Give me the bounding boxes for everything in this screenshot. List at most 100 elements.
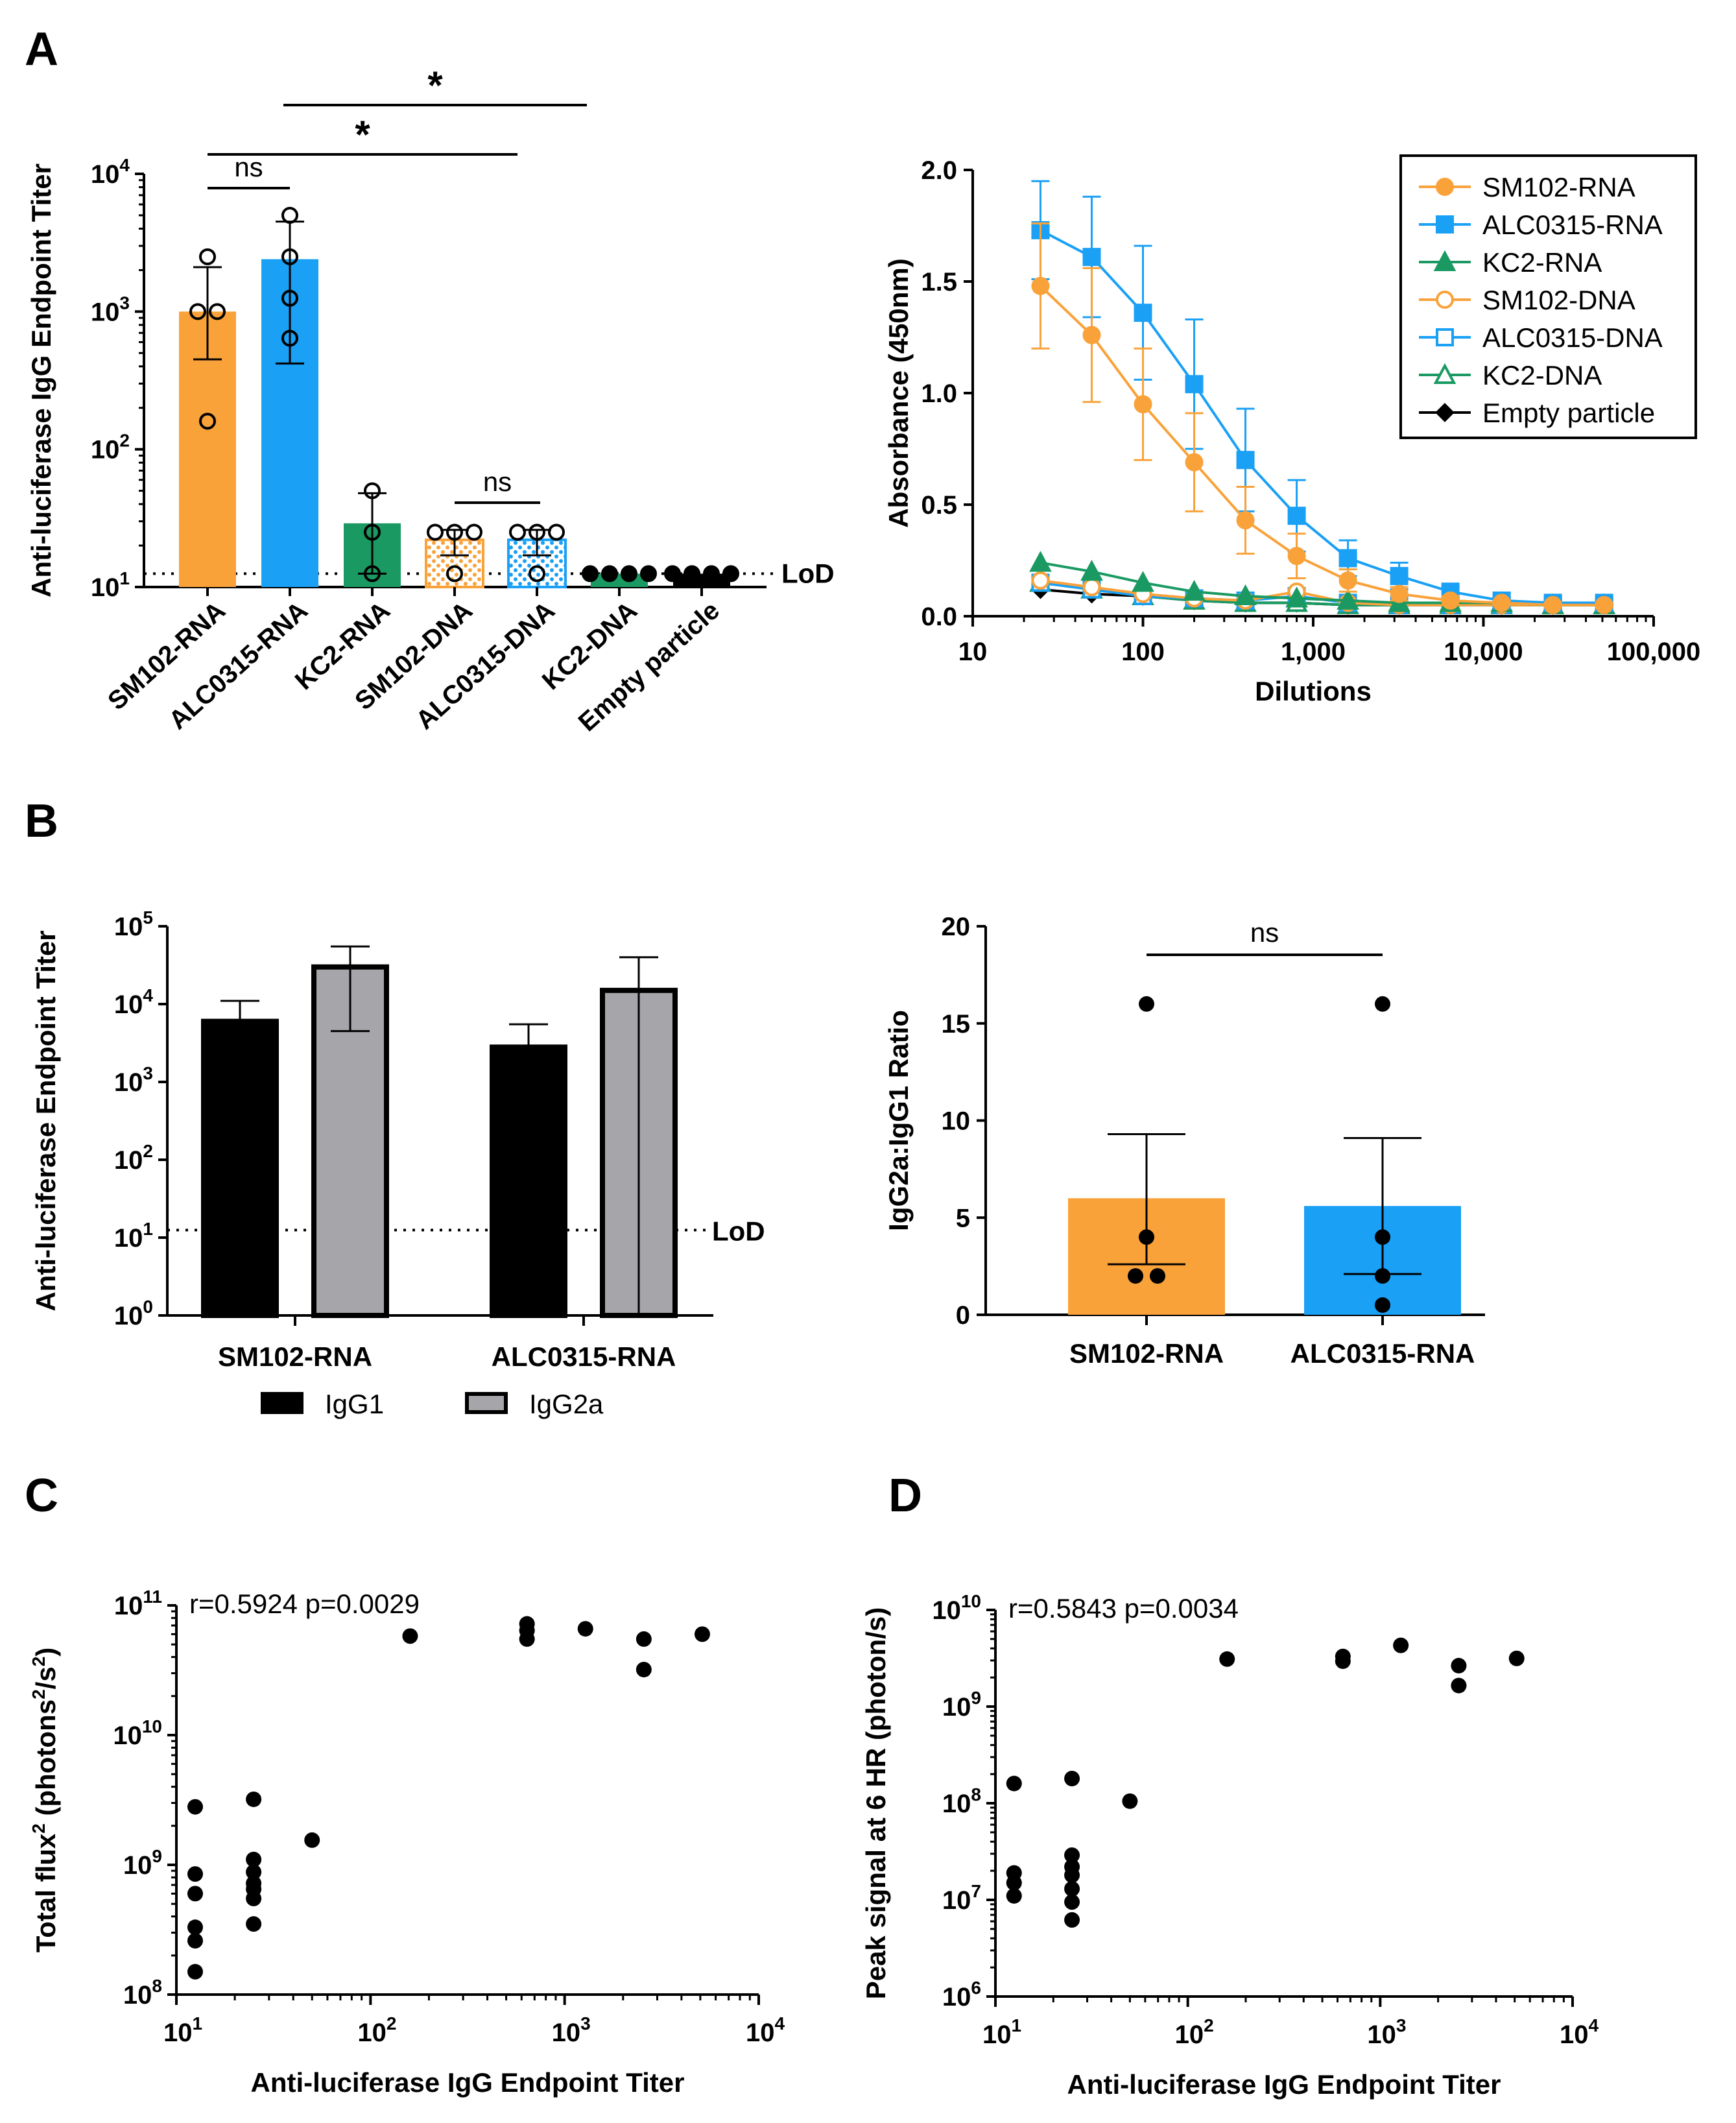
x-tick-label-base: 10 bbox=[163, 2019, 193, 2047]
y-tick-label: 106 bbox=[942, 1978, 981, 2011]
y-tick-label: 20 bbox=[942, 913, 971, 941]
x-tick-label-base: 10 bbox=[552, 2019, 581, 2047]
data-point bbox=[466, 523, 482, 541]
data-point bbox=[1080, 559, 1103, 581]
bar-empty-particle bbox=[673, 573, 730, 587]
y-tick-label: 102 bbox=[91, 431, 130, 464]
y-axis-title: Anti-luciferase IgG Endpoint Titer bbox=[26, 163, 56, 597]
y-axis-title-part: 2 bbox=[29, 1823, 49, 1834]
data-point bbox=[1031, 276, 1050, 295]
data-point bbox=[427, 523, 444, 541]
series-sm102-rna bbox=[1031, 222, 1613, 614]
y-axis-title: Anti-luciferase Endpoint Titer bbox=[30, 930, 61, 1311]
x-tick-label: 103 bbox=[1367, 2015, 1406, 2049]
comparison-label: * bbox=[355, 113, 370, 156]
y-tick-label: 103 bbox=[91, 293, 130, 326]
legend-label: Empty particle bbox=[1482, 398, 1655, 428]
data-point bbox=[1082, 248, 1101, 267]
y-tick-label: 101 bbox=[91, 568, 130, 602]
y-tick-label-base: 10 bbox=[942, 1693, 971, 1721]
chart-ratio-bars: 0 5 10 15 20 IgG2a:IgG1 Ratio SM102-RNA ALC0315… bbox=[883, 913, 1485, 1369]
legend-marker bbox=[1433, 363, 1457, 384]
data-point bbox=[281, 330, 298, 347]
y-tick-label: 15 bbox=[942, 1010, 971, 1038]
y-tick-label: 102 bbox=[114, 1141, 153, 1175]
data-point bbox=[1064, 1770, 1080, 1786]
y-tick-label-exp: 5 bbox=[143, 907, 153, 928]
y-axis-title-part: /s bbox=[30, 1666, 61, 1689]
data-point bbox=[246, 1864, 262, 1880]
bar-igg1 bbox=[490, 1044, 567, 1319]
data-point bbox=[187, 1933, 204, 1949]
data-point bbox=[1064, 1881, 1080, 1897]
y-tick-label: 1.0 bbox=[921, 379, 957, 408]
data-point bbox=[1375, 1268, 1390, 1284]
data-point bbox=[1595, 595, 1613, 614]
y-tick-label-exp: 6 bbox=[971, 1978, 981, 1998]
data-point bbox=[364, 523, 381, 541]
data-point bbox=[1234, 584, 1257, 606]
data-point bbox=[1285, 586, 1308, 608]
y-tick-label: 10 bbox=[942, 1107, 971, 1136]
data-point bbox=[446, 523, 463, 541]
data-point bbox=[1236, 451, 1255, 470]
data-point bbox=[1335, 1653, 1351, 1669]
data-point bbox=[684, 565, 700, 582]
x-tick-label-base: 10 bbox=[746, 2019, 775, 2047]
y-tick-label-exp: 8 bbox=[971, 1784, 981, 1805]
data-point bbox=[187, 1799, 204, 1815]
data-point bbox=[529, 565, 545, 582]
data-point bbox=[664, 565, 681, 582]
data-point bbox=[1183, 579, 1206, 601]
y-tick-label-base: 10 bbox=[113, 1721, 142, 1750]
data-point bbox=[1006, 1875, 1022, 1891]
data-point bbox=[1375, 1229, 1390, 1245]
panel-label-c: C bbox=[25, 1470, 58, 1522]
y-tick-label: 101 bbox=[114, 1219, 153, 1253]
panel-label-b: B bbox=[25, 795, 58, 847]
data-point bbox=[1082, 578, 1101, 597]
data-point bbox=[1390, 584, 1409, 603]
y-axis-title-part: (photons bbox=[30, 1699, 61, 1823]
legend-marker bbox=[1436, 328, 1454, 346]
y-tick-label-base: 10 bbox=[123, 1981, 152, 2009]
data-point bbox=[246, 1851, 262, 1867]
comparison-label: ns bbox=[234, 152, 263, 182]
bar-kc2-dna bbox=[591, 573, 648, 587]
y-tick-label: 107 bbox=[942, 1881, 981, 1915]
data-point bbox=[1185, 375, 1204, 394]
y-tick-label-exp: 3 bbox=[119, 293, 130, 313]
y-tick-label: 108 bbox=[123, 1976, 162, 2009]
data-point bbox=[1287, 547, 1306, 566]
y-tick-label-base: 10 bbox=[932, 1596, 961, 1625]
data-point bbox=[446, 565, 463, 582]
y-tick-label: 109 bbox=[123, 1846, 162, 1880]
data-point bbox=[199, 248, 216, 265]
y-tick-label: 104 bbox=[114, 985, 154, 1019]
x-tick-label: 101 bbox=[982, 2015, 1021, 2049]
y-tick-label: 109 bbox=[942, 1688, 981, 1721]
data-point bbox=[1122, 1793, 1138, 1809]
legend-label: SM102-RNA bbox=[1482, 172, 1635, 202]
data-point bbox=[703, 565, 720, 582]
data-point bbox=[187, 1886, 204, 1902]
x-axis-title: Dilutions bbox=[1255, 676, 1372, 706]
y-tick-label-base: 10 bbox=[91, 436, 120, 464]
x-tick-label: 10 bbox=[958, 638, 988, 666]
y-tick-label-exp: 2 bbox=[119, 431, 130, 451]
x-category-label: SM102-RNA bbox=[1069, 1338, 1224, 1369]
legend-label: ALC0315-DNA bbox=[1482, 322, 1663, 353]
data-point bbox=[1082, 326, 1101, 344]
data-point bbox=[1064, 1894, 1080, 1910]
y-tick-label-base: 10 bbox=[91, 160, 120, 189]
data-point bbox=[621, 565, 637, 582]
lod-label: LoD bbox=[781, 558, 835, 588]
x-tick-label: 104 bbox=[1560, 2015, 1599, 2049]
y-tick-label: 105 bbox=[114, 907, 153, 941]
panel-label-a: A bbox=[25, 23, 58, 75]
x-category-label: ALC0315-RNA bbox=[163, 596, 313, 735]
bar-sm102-dna bbox=[425, 538, 484, 588]
x-tick-label: 101 bbox=[163, 2013, 202, 2047]
